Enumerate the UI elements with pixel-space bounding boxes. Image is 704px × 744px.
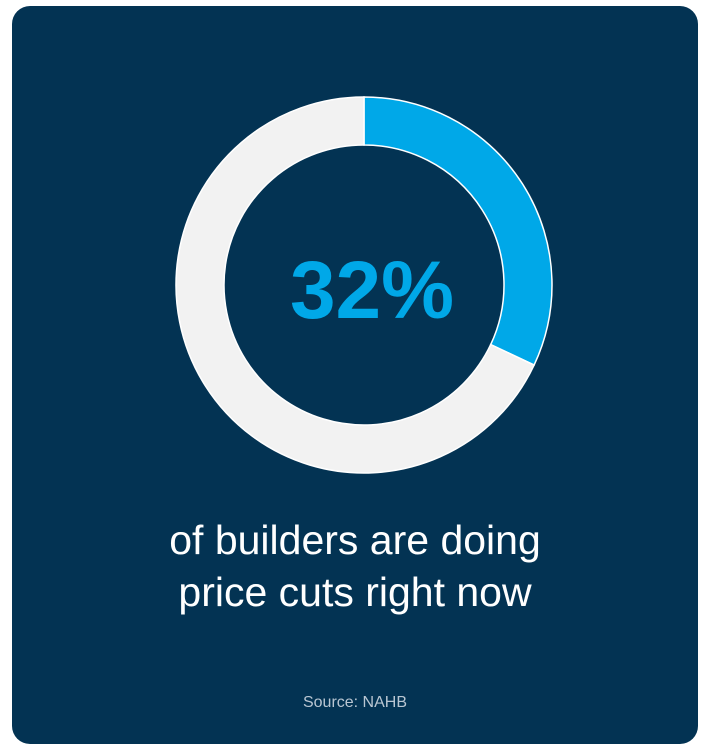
center-percentage-label: 32% [290, 245, 454, 336]
source-label: Source: NAHB [302, 694, 408, 711]
donut-slice-remainder [175, 96, 536, 474]
stat-card: 32% of builders are doing price cuts rig… [12, 6, 698, 744]
donut-chart: 32% [175, 96, 553, 474]
caption-line-2: price cuts right now [178, 569, 532, 615]
caption-line-1: of builders are doing [169, 517, 541, 563]
donut-slice-highlight [363, 96, 553, 367]
donut-slices [175, 96, 553, 474]
caption: of builders are doing price cuts right n… [12, 514, 698, 618]
